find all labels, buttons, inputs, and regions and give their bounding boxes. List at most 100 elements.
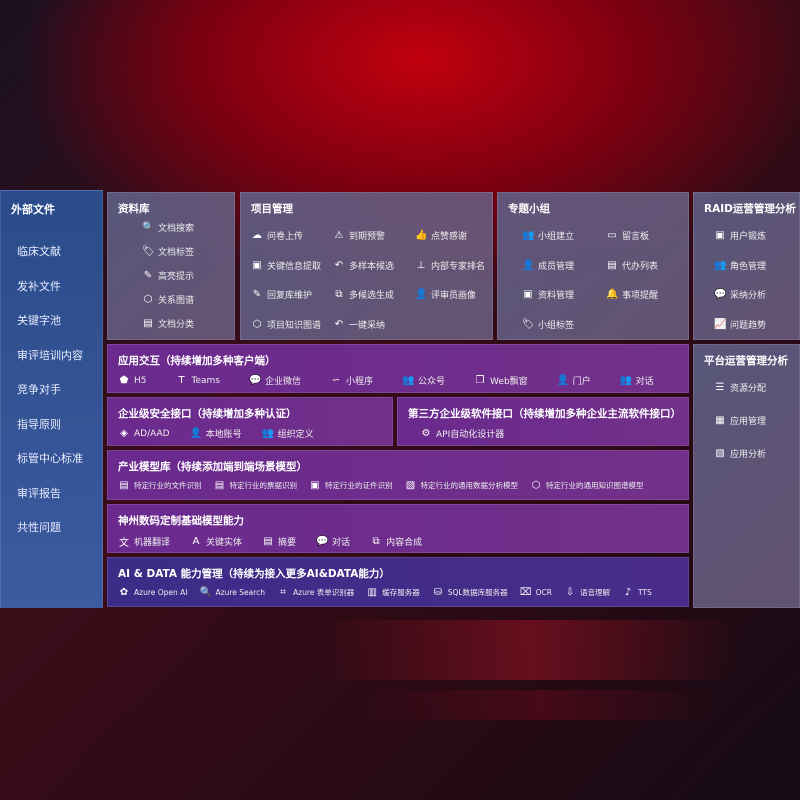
sidebar-item[interactable]: 指导原则 bbox=[17, 417, 61, 431]
feature-item[interactable]: 👥 小组建立 bbox=[522, 229, 574, 242]
feature-label: 语音理解 bbox=[579, 588, 610, 597]
feature-item[interactable]: ⛁ SQL数据库服务器 bbox=[432, 587, 508, 598]
openai-icon: ✿ bbox=[119, 587, 129, 598]
feature-item[interactable]: 💬 企业微信 bbox=[249, 374, 301, 387]
feature-item[interactable]: ✿ Azure Open AI bbox=[118, 587, 188, 598]
feature-item[interactable]: 👤 成员管理 bbox=[522, 259, 574, 272]
tag-icon: 🏷 bbox=[142, 246, 155, 257]
feature-item[interactable]: ▣ 用户锻炼 bbox=[714, 229, 766, 242]
sidebar-external-files: 外部文件 临床文献 发补文件 关键字池 审评培训内容 竞争对手 指导原则 标管中心标准 审评报… bbox=[0, 190, 103, 608]
feature-item[interactable]: ⚠ 到期预警 bbox=[333, 229, 386, 242]
feature-label: 问题趋势 bbox=[730, 320, 767, 331]
feature-item[interactable]: ▤ 特定行业的票据识别 bbox=[214, 480, 297, 491]
feature-item[interactable]: 👥 公众号 bbox=[402, 374, 445, 387]
feature-item[interactable]: 👥 组织定义 bbox=[262, 427, 314, 440]
feature-item[interactable]: 💬 采纳分析 bbox=[714, 288, 766, 301]
feature-item[interactable]: 👥 对话 bbox=[620, 374, 654, 387]
feature-label: 多候选生成 bbox=[349, 291, 395, 301]
feature-row: ✿ Azure Open AI 🔍 Azure Search ⌗ Azure 表单识别器 ▥… bbox=[118, 587, 664, 598]
feature-label: TTS bbox=[637, 588, 652, 597]
feature-item[interactable]: ❐ Web飘窗 bbox=[474, 374, 528, 387]
feature-label: 本地账号 bbox=[205, 430, 242, 440]
feature-label: 事项提醒 bbox=[622, 291, 659, 301]
sidebar-item[interactable]: 审评培训内容 bbox=[17, 348, 83, 362]
background-glow bbox=[360, 690, 720, 720]
feature-item[interactable]: ⌧ OCR bbox=[520, 587, 552, 598]
feature-item[interactable]: ▣ 资料管理 bbox=[522, 288, 574, 301]
feature-item[interactable]: 🏷 文档标签 bbox=[142, 245, 194, 258]
feature-item[interactable]: 文机器翻译 bbox=[118, 534, 170, 549]
panel-title: 神州数码定制基础模型能力 bbox=[118, 515, 244, 527]
translate-icon: 文 bbox=[119, 538, 129, 549]
feature-item[interactable]: 🏷 小组标签 bbox=[522, 318, 574, 331]
feature-item[interactable]: ⌗ Azure 表单识别器 bbox=[277, 587, 354, 598]
feature-item[interactable]: ☰ 资源分配 bbox=[714, 381, 767, 394]
feature-item[interactable]: ▧ 应用分析 bbox=[714, 447, 766, 460]
trend-icon: 📈 bbox=[714, 318, 727, 330]
feature-item[interactable]: ⧉ 多候选生成 bbox=[333, 288, 394, 301]
feature-item[interactable]: ▣ 关键信息提取 bbox=[251, 259, 321, 272]
feature-item[interactable]: 🔔 事项提醒 bbox=[606, 288, 658, 301]
feature-item[interactable]: 👤 评审员画像 bbox=[415, 288, 476, 301]
feature-item[interactable]: ▤ 代办列表 bbox=[606, 259, 658, 272]
feature-label: 代办列表 bbox=[622, 261, 659, 272]
sidebar-item[interactable]: 发补文件 bbox=[17, 279, 61, 293]
feature-item[interactable]: ▤ 文档分类 bbox=[142, 317, 194, 330]
feature-item[interactable]: ▤ 特定行业的文件识别 bbox=[118, 480, 201, 491]
feature-item[interactable]: ⬡ 项目知识图谱 bbox=[251, 318, 321, 331]
feature-item[interactable]: ⧉ 内容合成 bbox=[370, 534, 422, 549]
window-icon: ❐ bbox=[475, 375, 485, 386]
feature-item[interactable]: ⬡ 特定行业的通用知识图谱模型 bbox=[530, 480, 644, 491]
sidebar-item[interactable]: 竞争对手 bbox=[17, 383, 61, 396]
platform-panel: 平台运营管理分析 ☰ 资源分配 ▦ 应用管理 ▧ 应用分析 bbox=[693, 344, 800, 608]
feature-item[interactable]: 💬 对话 bbox=[316, 534, 350, 549]
feature-item[interactable]: ↶ 一键采纳 bbox=[333, 318, 385, 331]
person-icon: 👤 bbox=[415, 289, 428, 300]
feature-row: 文机器翻译 A 关键实体 ▤ 摘要 💬 对话 ⧉ 内容合成 bbox=[118, 534, 442, 549]
feature-item[interactable]: ✎ 高亮提示 bbox=[142, 269, 194, 282]
feature-item[interactable]: 👤 本地账号 bbox=[190, 427, 242, 440]
sidebar-item[interactable]: 关键字池 bbox=[17, 314, 61, 327]
feature-item[interactable]: ▭ 留言板 bbox=[606, 229, 649, 242]
feature-item[interactable]: 🔍 文档搜索 bbox=[142, 221, 194, 234]
feature-label: Azure Open AI bbox=[134, 588, 188, 597]
sidebar-item[interactable]: 临床文献 bbox=[17, 245, 61, 258]
feature-item[interactable]: ▣ 特定行业的证件识别 bbox=[309, 480, 392, 491]
feature-label: 高亮提示 bbox=[158, 272, 195, 282]
feature-label: AD/AAD bbox=[134, 428, 170, 439]
feature-item[interactable]: ⊥ 内部专家排名 bbox=[415, 259, 485, 272]
feature-item[interactable]: ▤ 摘要 bbox=[262, 534, 296, 549]
feature-item[interactable]: ▦ 应用管理 bbox=[714, 414, 766, 427]
feature-item[interactable]: ◈ AD/AAD bbox=[118, 427, 170, 440]
bell-icon: 🔔 bbox=[606, 289, 619, 300]
checklist-icon: ☰ bbox=[715, 382, 725, 393]
feature-item[interactable]: 📈 问题趋势 bbox=[714, 318, 766, 331]
feature-label: 文档标签 bbox=[158, 248, 195, 258]
feature-item[interactable]: 🔍 Azure Search bbox=[200, 587, 266, 598]
sidebar-item[interactable]: 共性问题 bbox=[17, 521, 61, 534]
feature-item[interactable]: ∽ 小程序 bbox=[330, 374, 373, 387]
feature-item[interactable]: ⇩ 语音理解 bbox=[564, 587, 610, 598]
feature-label: 对话 bbox=[635, 377, 654, 387]
feature-item[interactable]: ↶ 多样本候选 bbox=[333, 259, 394, 272]
feature-item[interactable]: ⬡ 关系图谱 bbox=[142, 293, 194, 306]
feature-item[interactable]: ⬟ H5 bbox=[118, 374, 147, 387]
feature-item[interactable]: ▥ 缓存服务器 bbox=[366, 587, 420, 598]
rank-icon: ⊥ bbox=[416, 259, 426, 271]
feature-item[interactable]: 👍 点赞感谢 bbox=[415, 229, 467, 242]
feature-item[interactable]: ▧ 特定行业的通用数据分析模型 bbox=[405, 480, 518, 491]
sidebar-item[interactable]: 标管中心标准 bbox=[17, 452, 83, 465]
feature-item[interactable]: ♪ TTS bbox=[622, 587, 652, 598]
panel-title: 资料库 bbox=[118, 203, 150, 215]
feature-label: 公众号 bbox=[418, 377, 446, 387]
feature-item[interactable]: ⚙ API自动化设计器 bbox=[420, 427, 505, 440]
feature-item[interactable]: ✎ 回复库维护 bbox=[251, 288, 312, 301]
feature-item[interactable]: 👥 角色管理 bbox=[714, 259, 766, 272]
feature-item[interactable]: T Teams bbox=[176, 374, 220, 387]
feature-item[interactable]: A 关键实体 bbox=[190, 534, 242, 549]
feature-item[interactable]: ☁ 问卷上传 bbox=[251, 229, 303, 242]
panel-title: 第三方企业级软件接口（持续增加多种企业主流软件接口） bbox=[408, 408, 681, 420]
feature-item[interactable]: 👤 门户 bbox=[557, 374, 591, 387]
html5-icon: ⬟ bbox=[119, 375, 129, 386]
sidebar-item[interactable]: 审评报告 bbox=[17, 486, 61, 500]
